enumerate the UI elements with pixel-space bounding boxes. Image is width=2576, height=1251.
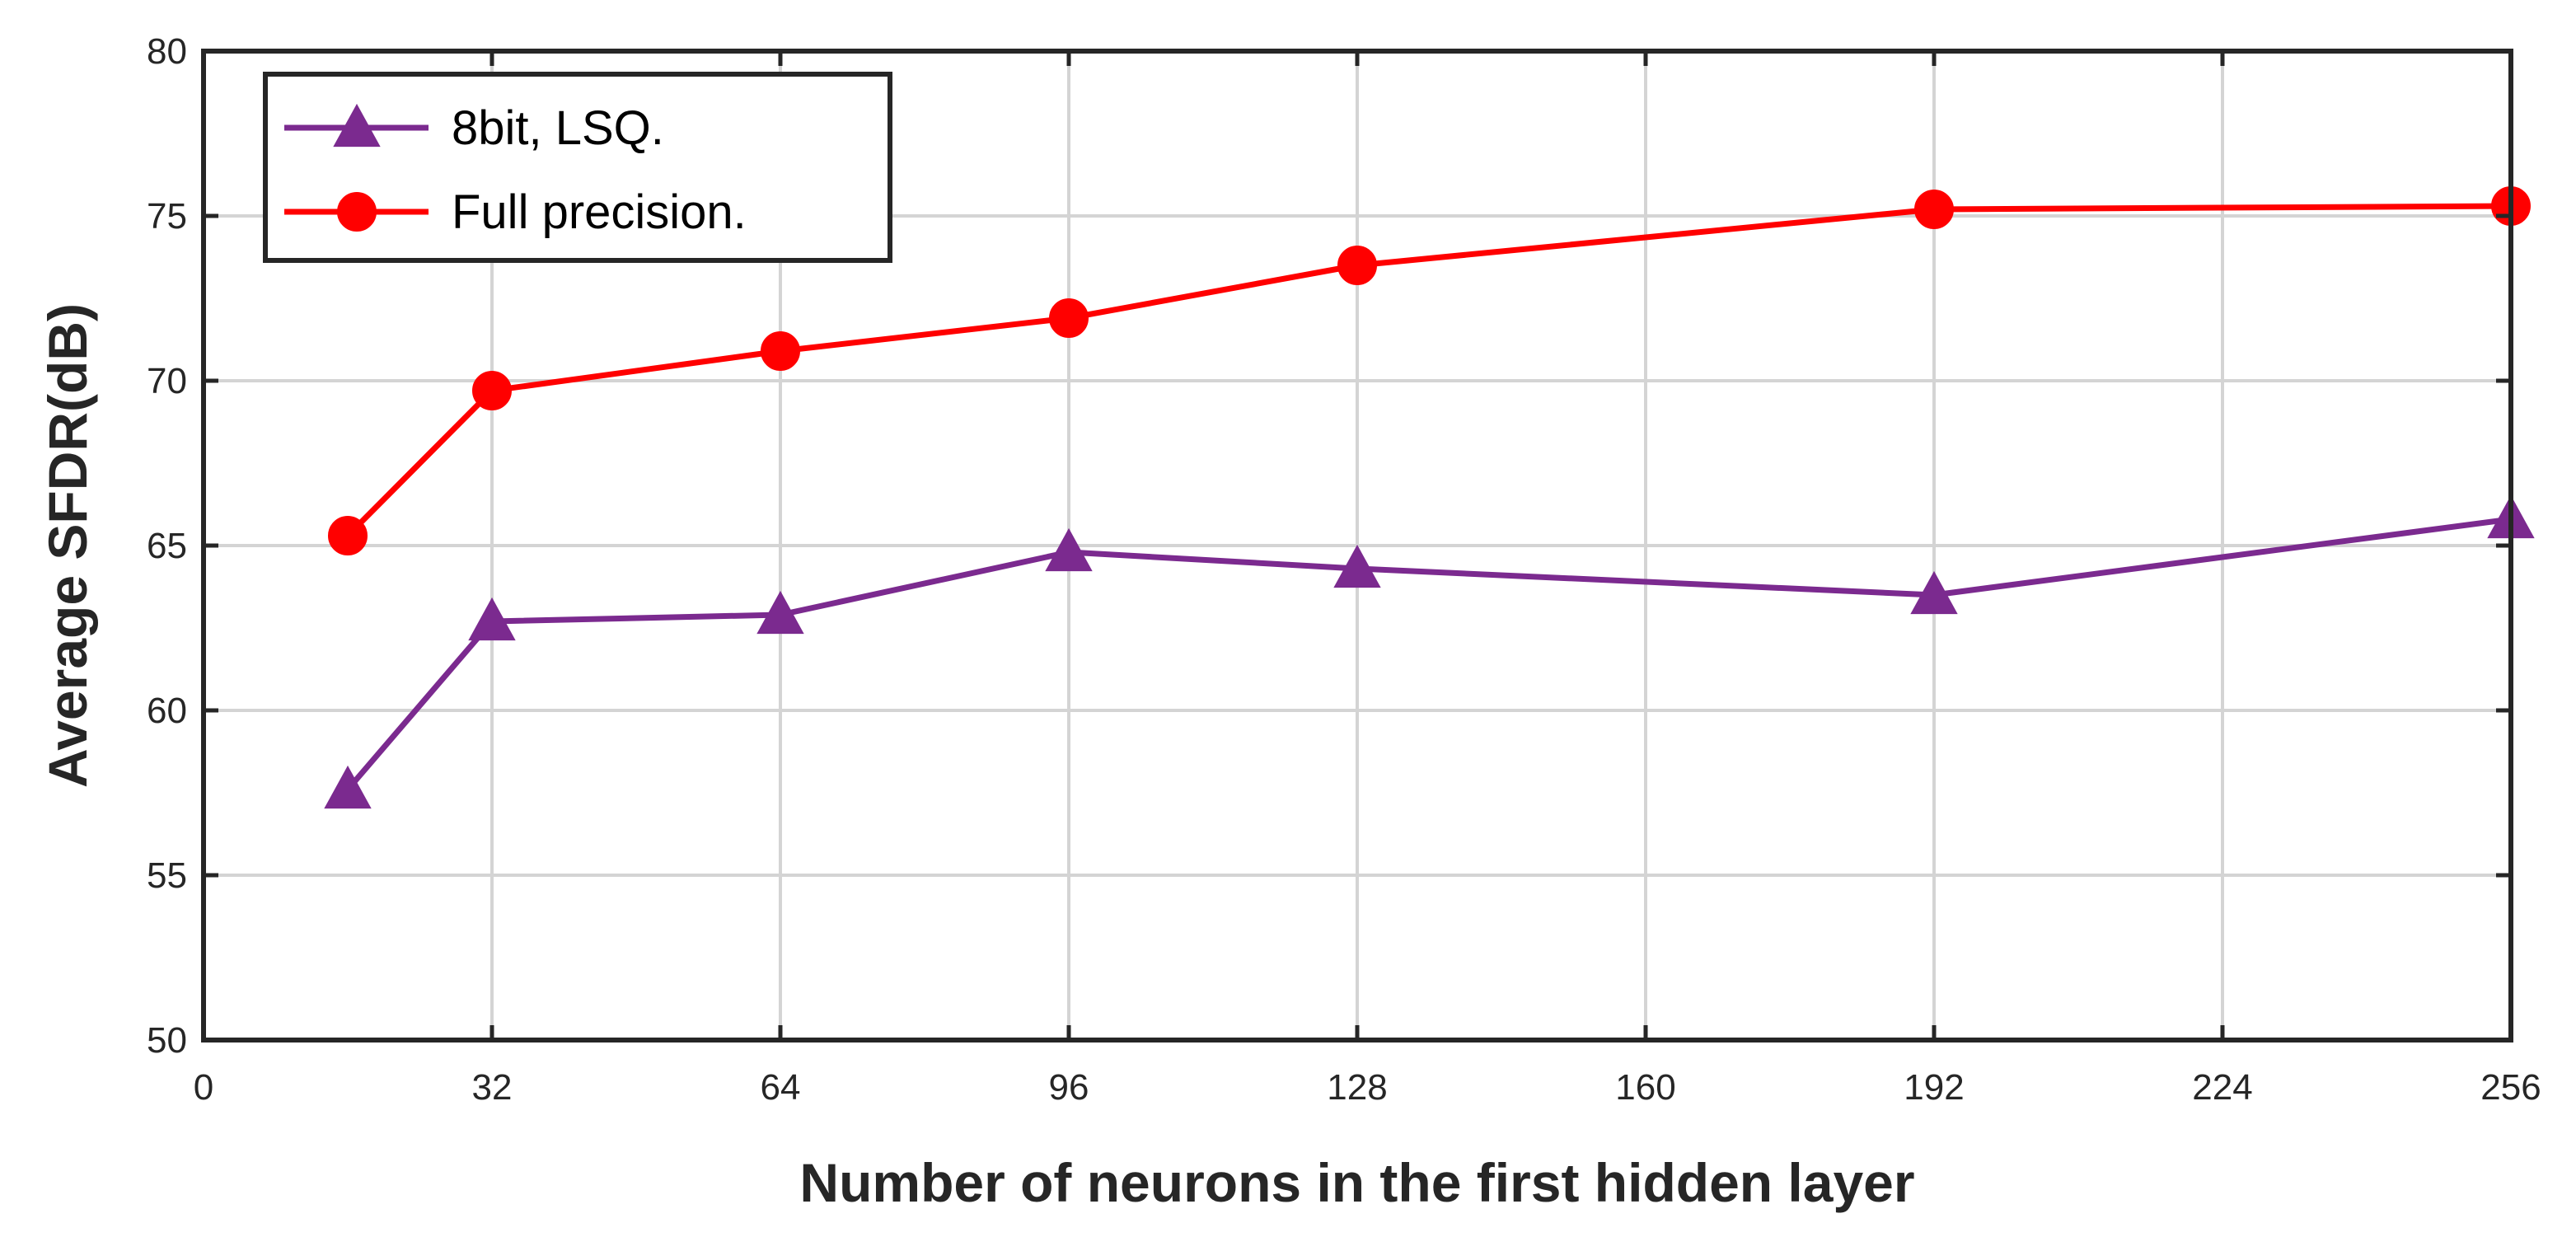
tick-labels: 0 32 64 96 128 160 192 224 256 50 55 60 65 70 75 80 xyxy=(147,31,2541,1108)
circle-marker xyxy=(1049,298,1089,338)
triangle-marker xyxy=(1333,544,1381,588)
legend-triangle-marker xyxy=(333,103,381,148)
series-1 xyxy=(324,494,2535,809)
circle-marker xyxy=(328,516,368,555)
triangle-marker xyxy=(468,597,516,641)
triangle-marker xyxy=(1910,570,1958,615)
circle-marker xyxy=(1337,246,1377,285)
x-tick-label: 224 xyxy=(2192,1067,2252,1108)
legend-circle-marker xyxy=(337,192,377,232)
x-tick-label: 256 xyxy=(2480,1067,2541,1108)
circle-marker xyxy=(761,331,800,371)
x-tick-label: 128 xyxy=(1327,1067,1387,1108)
legend: 8bit, LSQ. Full precision. xyxy=(263,72,892,263)
x-tick-label: 160 xyxy=(1615,1067,1675,1108)
y-tick-label: 60 xyxy=(147,691,187,731)
y-axis-title: Average SFDR(dB) xyxy=(37,303,98,788)
legend-label: 8bit, LSQ. xyxy=(452,101,664,155)
circle-marker xyxy=(1914,190,1954,229)
legend-box xyxy=(263,72,892,263)
y-tick-label: 75 xyxy=(147,196,187,237)
series-2 xyxy=(328,186,2531,555)
y-tick-label: 50 xyxy=(147,1020,187,1061)
x-tick-label: 64 xyxy=(761,1067,801,1108)
circle-marker xyxy=(472,371,512,410)
x-tick-label: 96 xyxy=(1049,1067,1089,1108)
legend-label: Full precision. xyxy=(452,185,747,239)
axis-ticks xyxy=(201,49,2513,1042)
triangle-marker xyxy=(756,590,804,635)
y-tick-label: 80 xyxy=(147,31,187,72)
y-tick-label: 70 xyxy=(147,361,187,401)
x-tick-label: 32 xyxy=(472,1067,513,1108)
triangle-marker xyxy=(324,765,372,809)
x-tick-label: 192 xyxy=(1904,1067,1964,1108)
y-tick-label: 65 xyxy=(147,526,187,566)
series-layer xyxy=(324,186,2535,809)
triangle-marker xyxy=(1045,527,1093,572)
x-tick-label: 0 xyxy=(194,1067,213,1108)
x-axis-title: Number of neurons in the first hidden la… xyxy=(799,1152,1914,1213)
y-tick-label: 55 xyxy=(147,855,187,896)
